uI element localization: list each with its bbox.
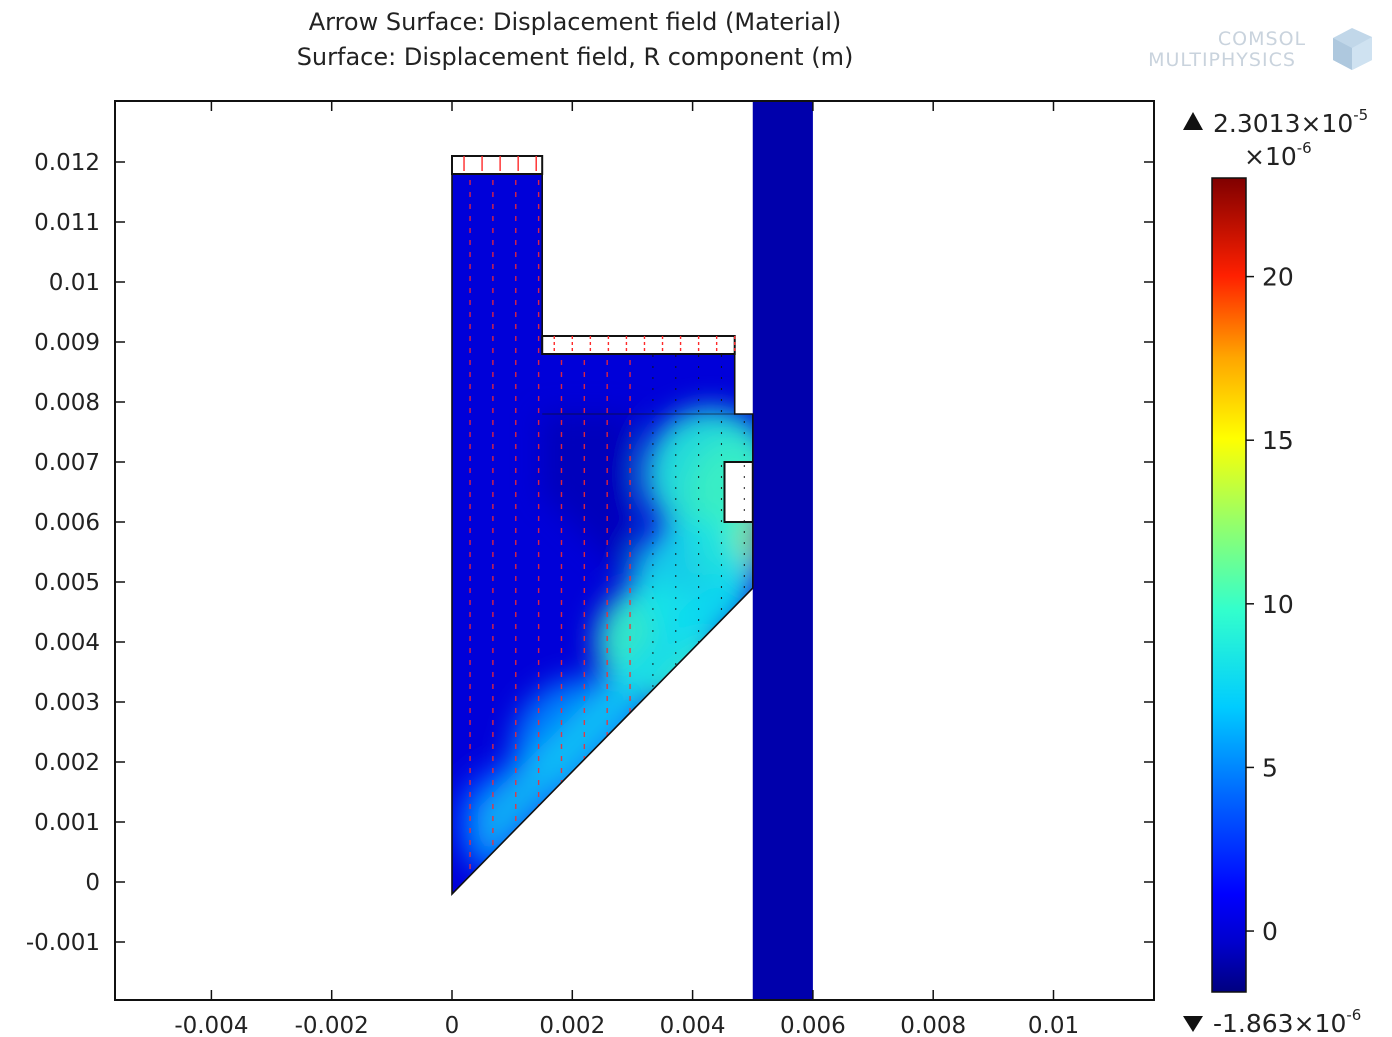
colorbar-max-label: 2.3013×10-5 [1213, 106, 1368, 138]
geometry-outline-layer [451, 173, 754, 896]
comsol-logo: COMSOL MULTIPHYSICS [1148, 28, 1372, 71]
y-tick-label: 0.006 [34, 510, 100, 536]
notch-cutout [723, 461, 754, 523]
colorbar-scale-label: ×10-6 [1244, 139, 1312, 171]
plot-title-line2: Surface: Displacement field, R component… [297, 43, 854, 71]
y-tick-label: 0.004 [34, 630, 100, 656]
colorbar-tick-label: 0 [1262, 917, 1278, 946]
edge-band [476, 546, 753, 864]
y-tick-label: -0.001 [26, 930, 100, 956]
body-shadow-region [542, 414, 633, 582]
colorbar-gradient [1211, 177, 1247, 993]
plot-title-line1: Arrow Surface: Displacement field (Mater… [309, 8, 842, 36]
x-tick-labels: -0.004 -0.002 0 0.002 0.004 0.006 0.008 0.01 [174, 1013, 1079, 1037]
colorbar-tick-label: 15 [1262, 426, 1294, 455]
colorbar-tick-label: 10 [1262, 590, 1294, 619]
y-tick-label: 0.001 [34, 810, 100, 836]
logo-line2: MULTIPHYSICS [1148, 49, 1296, 71]
x-tick-label: 0 [445, 1013, 460, 1037]
y-tick-label: 0.009 [34, 330, 100, 356]
y-tick-label: 0.002 [34, 750, 100, 776]
y-tick-label: 0.005 [34, 570, 100, 596]
colorbar-min-label: -1.863×10-6 [1213, 1006, 1361, 1037]
x-tick-label: -0.002 [295, 1013, 369, 1037]
top-strip [451, 155, 544, 175]
rod [752, 102, 813, 1000]
x-tick-label: 0.004 [660, 1013, 726, 1037]
x-tick-label: -0.004 [174, 1013, 248, 1037]
y-tick-label: 0.01 [49, 270, 100, 296]
colorbar: 20 15 10 5 0 2.3013×10-5 ×10-6 -1.863×10-6 [1183, 106, 1368, 1037]
y-tick-label: 0.012 [34, 150, 100, 176]
x-tick-label: 0.01 [1028, 1013, 1079, 1037]
mid-strip [541, 335, 736, 355]
up-triangle-icon [1183, 112, 1203, 130]
logo-line1: COMSOL [1218, 28, 1306, 50]
y-tick-labels: 0.012 0.011 0.01 0.009 0.008 0.007 0.006 0.005 0… [26, 150, 100, 956]
x-tick-label: 0.008 [900, 1013, 966, 1037]
x-tick-label: 0.002 [539, 1013, 605, 1037]
colorbar-tick-label: 5 [1262, 753, 1278, 782]
comsol-cube-icon [1333, 28, 1372, 70]
y-tick-label: 0.011 [34, 210, 100, 236]
y-tick-label: 0 [85, 870, 100, 896]
y-tick-label: 0.003 [34, 690, 100, 716]
colorbar-ticks: 20 15 10 5 0 [1246, 263, 1294, 946]
down-triangle-icon [1183, 1016, 1203, 1032]
y-tick-label: 0.007 [34, 450, 100, 476]
axis-ticks [115, 101, 1154, 1000]
colorbar-tick-label: 20 [1262, 263, 1294, 292]
x-tick-label: 0.006 [780, 1013, 846, 1037]
plot-frame [114, 100, 1155, 1001]
y-tick-label: 0.008 [34, 390, 100, 416]
